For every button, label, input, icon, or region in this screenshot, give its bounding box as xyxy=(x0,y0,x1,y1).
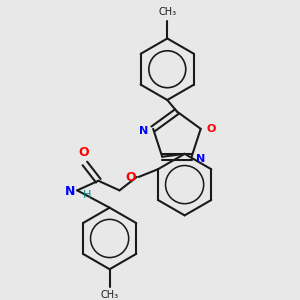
Text: CH₃: CH₃ xyxy=(158,7,176,17)
Text: CH₃: CH₃ xyxy=(100,290,119,300)
Text: N: N xyxy=(139,126,148,136)
Text: H: H xyxy=(83,190,91,200)
Text: O: O xyxy=(125,171,136,184)
Text: N: N xyxy=(196,154,206,164)
Text: N: N xyxy=(65,185,75,198)
Text: O: O xyxy=(79,146,89,159)
Text: O: O xyxy=(206,124,216,134)
